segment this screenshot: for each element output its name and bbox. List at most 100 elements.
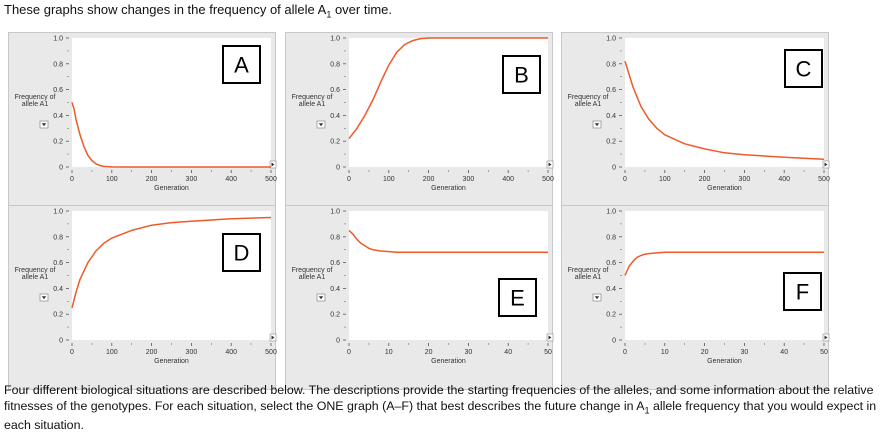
ylabel-line2-c: allele A1 [575, 101, 602, 108]
xtick-label-f: 40 [780, 349, 788, 356]
panel-letter-c: C [784, 49, 823, 88]
corner-arrow-f[interactable] [822, 333, 830, 342]
graph-panel-f: 0 0.2 0.4 0.6 0.8 1.0 0 10 20 30 40 50 Generation Fre… [561, 205, 830, 390]
ylabel-dropdown-d[interactable] [39, 293, 49, 302]
ylabel-dropdown-b[interactable] [316, 120, 326, 129]
ytick-label-f: 0.4 [606, 286, 616, 293]
letter-box-f [783, 272, 822, 311]
chevron-down-icon [41, 296, 47, 300]
graph-panel-c: 0 0.2 0.4 0.6 0.8 1.0 0 100 200 300 400 500 Generati… [561, 32, 830, 217]
ytick-label-c: 0.6 [606, 87, 616, 94]
xtick-label-c: 100 [659, 176, 671, 183]
graph-panel-d: 0 0.2 0.4 0.6 0.8 1.0 0 100 200 300 400 500 Generati… [8, 205, 277, 390]
xtick-label-e: 10 [385, 349, 393, 356]
ytick-label-a: 0.4 [53, 113, 63, 120]
xtick-label-d: 400 [225, 349, 237, 356]
ytick-label-f: 0.6 [606, 260, 616, 267]
corner-arrow-d[interactable] [269, 333, 277, 342]
xtick-label-c: 300 [739, 176, 751, 183]
graph-panel-a: 0 0.2 0.4 0.6 0.8 1.0 0 100 200 300 400 500 Generati… [8, 32, 277, 217]
series-line-a [71, 102, 271, 168]
ytick-label-a: 0.8 [53, 61, 63, 68]
corner-arrow-c[interactable] [822, 160, 830, 169]
ytick-label-e: 1.0 [330, 209, 340, 216]
chevron-down-icon [41, 123, 47, 127]
ytick-label-d: 0.4 [53, 286, 63, 293]
xtick-label-b: 200 [423, 176, 435, 183]
xtick-label-b: 0 [347, 176, 351, 183]
ylabel-line2-d: allele A1 [22, 274, 49, 281]
intro-text-end: over time. [331, 2, 393, 17]
letter-box-a [222, 45, 261, 84]
intro-text-main: These graphs show changes in the frequen… [4, 2, 327, 17]
ylabel-line1-b: Frequency of [292, 94, 333, 101]
chevron-down-icon [594, 296, 600, 300]
xtick-label-a: 200 [146, 176, 158, 183]
xtick-label-a: 0 [70, 176, 74, 183]
ytick-label-b: 0 [336, 165, 340, 172]
ylabel-a: Frequency of allele A1 [15, 94, 56, 108]
plot-area-d [72, 211, 271, 340]
ylabel-line2-f: allele A1 [575, 274, 602, 281]
graph-e: 0 0.2 0.4 0.6 0.8 1.0 0 10 20 30 40 50 Generation Fre… [292, 209, 554, 365]
ylabel-d: Frequency of allele A1 [15, 267, 56, 281]
chevron-right-icon [271, 162, 275, 167]
letter-box-d [222, 233, 261, 272]
ytick-label-d: 0.2 [53, 312, 63, 319]
ytick-label-d: 0 [59, 338, 63, 345]
letter-box-b [502, 55, 541, 94]
xlabel-a: Generation [154, 185, 189, 192]
ytick-label-a: 0.2 [53, 139, 63, 146]
xtick-label-d: 100 [106, 349, 118, 356]
ytick-label-b: 0.8 [330, 61, 340, 68]
ytick-label-b: 0.2 [330, 139, 340, 146]
ylabel-line1-e: Frequency of [292, 267, 333, 274]
xtick-label-a: 300 [186, 176, 198, 183]
xtick-label-d: 0 [70, 349, 74, 356]
ytick-label-c: 0 [612, 165, 616, 172]
ylabel-dropdown-f[interactable] [592, 293, 602, 302]
xtick-label-a: 100 [106, 176, 118, 183]
xtick-label-b: 100 [383, 176, 395, 183]
xtick-label-f: 50 [820, 349, 828, 356]
graph-f: 0 0.2 0.4 0.6 0.8 1.0 0 10 20 30 40 50 Generation Fre… [568, 209, 830, 365]
ytick-label-b: 0.4 [330, 113, 340, 120]
series-line-b [348, 37, 548, 140]
xtick-label-e: 0 [347, 349, 351, 356]
letter-box-e [498, 278, 537, 317]
xtick-label-c: 500 [818, 176, 830, 183]
ytick-label-b: 0.6 [330, 87, 340, 94]
ylabel-line2-b: allele A1 [299, 101, 326, 108]
ytick-label-e: 0 [336, 338, 340, 345]
ytick-label-e: 0.4 [330, 286, 340, 293]
ylabel-line1-d: Frequency of [15, 267, 56, 274]
xtick-label-d: 200 [146, 349, 158, 356]
xtick-label-b: 300 [463, 176, 475, 183]
letter-text-c: C [796, 57, 812, 82]
xtick-label-f: 10 [661, 349, 669, 356]
xtick-label-e: 20 [425, 349, 433, 356]
ytick-label-f: 0.8 [606, 234, 616, 241]
ytick-label-e: 0.6 [330, 260, 340, 267]
panel-letter-a: A [222, 45, 261, 84]
panel-letter-b: B [502, 55, 541, 94]
xtick-label-c: 0 [623, 176, 627, 183]
xlabel-d: Generation [154, 358, 189, 365]
ytick-label-d: 0.8 [53, 234, 63, 241]
ytick-label-e: 0.8 [330, 234, 340, 241]
ylabel-dropdown-e[interactable] [316, 293, 326, 302]
chevron-down-icon [318, 123, 324, 127]
ylabel-dropdown-a[interactable] [39, 120, 49, 129]
letter-text-a: A [234, 53, 249, 78]
letter-text-e: E [510, 286, 525, 311]
ytick-label-a: 0 [59, 165, 63, 172]
ytick-label-f: 0.2 [606, 312, 616, 319]
corner-arrow-b[interactable] [546, 160, 554, 169]
graph-a: 0 0.2 0.4 0.6 0.8 1.0 0 100 200 300 400 500 Generati… [15, 36, 277, 193]
ylabel-dropdown-c[interactable] [592, 120, 602, 129]
xtick-label-b: 400 [502, 176, 514, 183]
graph-d: 0 0.2 0.4 0.6 0.8 1.0 0 100 200 300 400 500 Generati… [15, 209, 277, 366]
ylabel-line2-a: allele A1 [22, 101, 49, 108]
corner-arrow-a[interactable] [269, 160, 277, 169]
corner-arrow-e[interactable] [546, 333, 554, 342]
